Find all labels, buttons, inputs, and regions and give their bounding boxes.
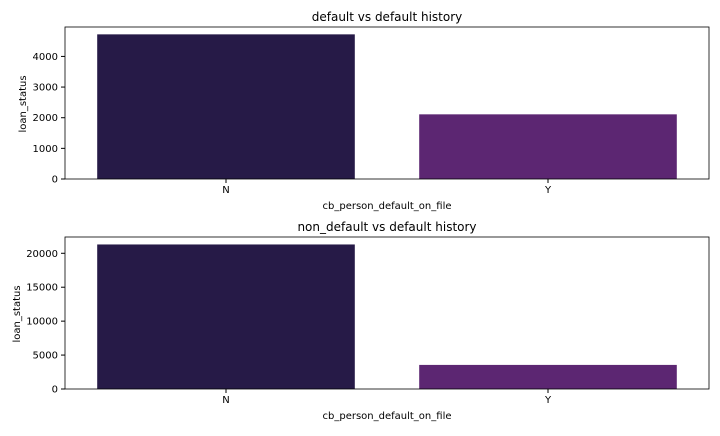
y-tick-label: 4000 <box>33 52 58 63</box>
y-tick-label: 15000 <box>26 283 58 294</box>
x-tick-label: Y <box>544 395 552 406</box>
y-axis-label: loan_status <box>18 75 29 132</box>
y-tick-label: 2000 <box>33 113 58 124</box>
bar-N <box>97 244 355 389</box>
y-tick-label: 1000 <box>33 144 58 155</box>
bar-N <box>97 34 355 179</box>
bar-Y <box>419 364 677 389</box>
plot-frame <box>64 236 710 390</box>
chart-bottom: non_default vs default history cb_person… <box>12 220 710 422</box>
x-tick-label: Y <box>544 185 552 196</box>
y-tick-label: 0 <box>52 385 58 396</box>
plot-frame <box>64 26 710 180</box>
x-tick-label: N <box>222 395 229 406</box>
chart-title: non_default vs default history <box>297 220 476 234</box>
x-axis-label: cb_person_default_on_file <box>323 201 452 212</box>
y-tick-label: 10000 <box>26 317 58 328</box>
y-tick-label: 20000 <box>26 249 58 260</box>
bar-Y <box>419 114 677 179</box>
y-tick-label: 0 <box>52 175 58 186</box>
chart-top: default vs default history cb_person_def… <box>18 10 710 212</box>
y-axis-label: loan_status <box>12 285 23 342</box>
x-tick-label: N <box>222 185 229 196</box>
y-tick-label: 5000 <box>33 351 58 362</box>
y-tick-label: 3000 <box>33 83 58 94</box>
chart-title: default vs default history <box>312 10 463 24</box>
x-axis-label: cb_person_default_on_file <box>323 411 452 422</box>
